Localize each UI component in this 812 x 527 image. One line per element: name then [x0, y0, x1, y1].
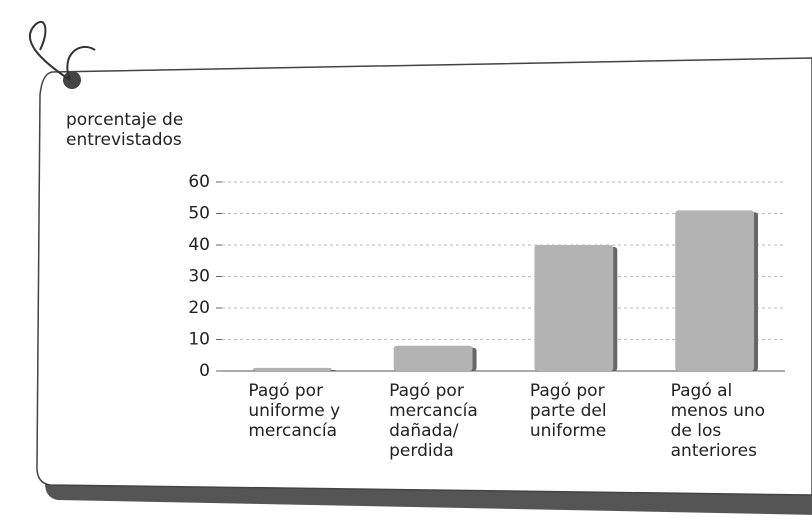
- y-tick-label: 30: [188, 267, 210, 287]
- y-tick-label: 0: [199, 361, 210, 381]
- x-tick-label: Pagó por parte del uniforme: [529, 381, 607, 441]
- y-tick-label: 40: [188, 235, 210, 255]
- bar: [534, 245, 614, 371]
- y-tick-label: 20: [188, 298, 210, 318]
- x-tick-label: Pagó por mercancía dañada/ perdida: [389, 381, 478, 461]
- y-axis-label-line: entrevistados: [66, 130, 182, 150]
- x-tick-label: Pagó al menos uno de los anteriores: [670, 381, 766, 461]
- card-hole: [63, 71, 81, 89]
- x-tick-label: Pagó por uniforme y mercancía: [248, 381, 341, 441]
- y-axis-label: porcentaje de entrevistados: [66, 110, 226, 150]
- bar: [675, 210, 755, 371]
- string: [29, 20, 96, 81]
- y-axis-label-line: porcentaje de: [66, 110, 184, 130]
- bar: [252, 367, 332, 371]
- card: [36, 57, 812, 496]
- y-tick-label: 50: [188, 204, 210, 224]
- y-tick-label: 60: [188, 172, 210, 192]
- bar: [393, 345, 473, 371]
- y-tick-label: 10: [188, 330, 210, 350]
